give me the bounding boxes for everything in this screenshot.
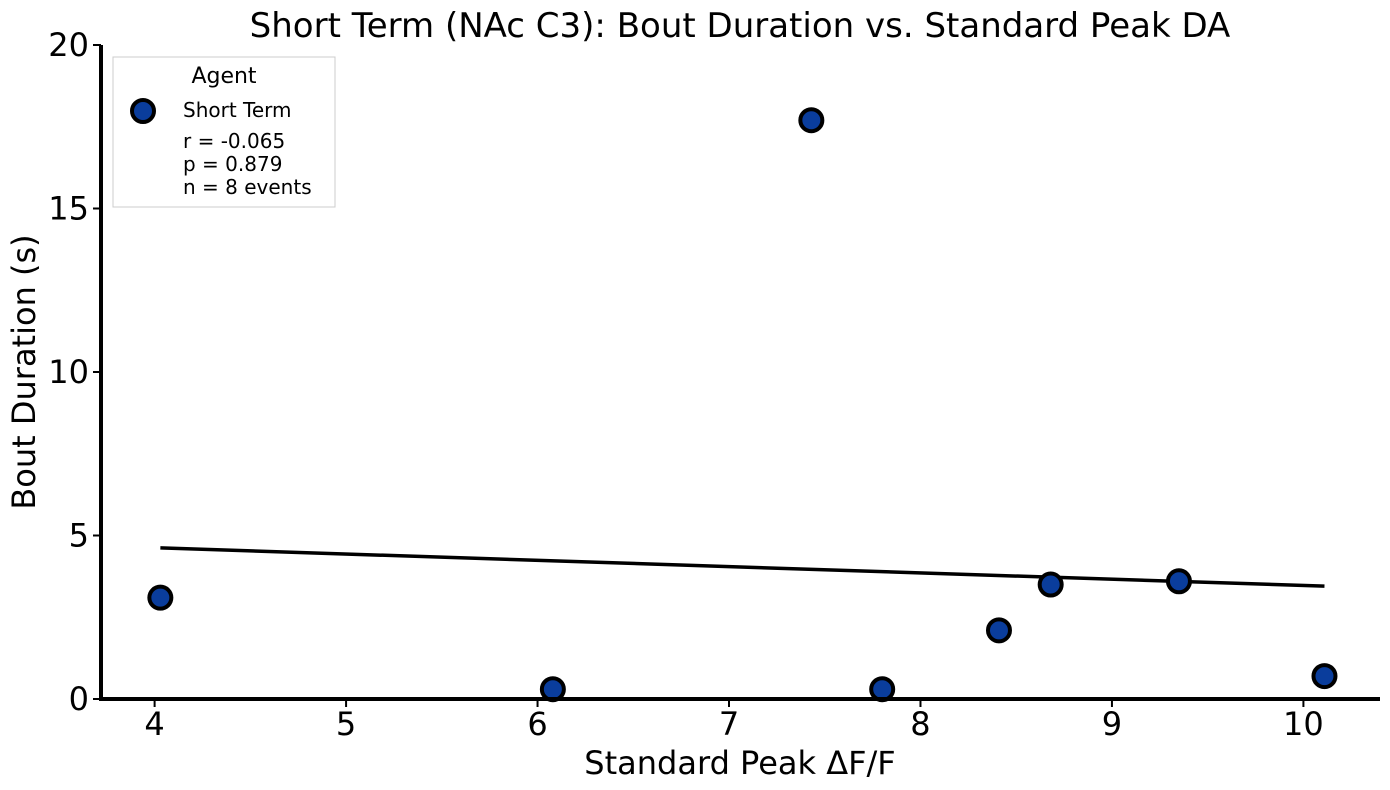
data-point [1037,571,1064,598]
y-tick-label: 5 [69,517,89,555]
x-tick-label: 8 [910,705,930,743]
y-tick-label: 20 [48,26,89,64]
x-tick-label: 10 [1283,705,1324,743]
x-axis-label: Standard Peak ΔF/F [584,744,895,782]
legend-stat-n: n = 8 events [183,175,312,199]
data-point [985,617,1012,644]
legend: Agent Short Term r = -0.065 p = 0.879 n … [112,56,336,208]
plot-area [147,107,1338,703]
data-point [1165,568,1192,595]
data-point [798,107,825,134]
legend-marker [130,98,156,124]
x-tick-label: 6 [527,705,547,743]
chart-title: Short Term (NAc C3): Bout Duration vs. S… [250,6,1231,46]
data-point [1311,663,1338,690]
x-tick-label: 4 [144,705,164,743]
legend-series-label: Short Term [183,98,292,122]
x-ticks: 4 5 6 7 8 9 10 [144,699,1324,743]
legend-box [112,56,336,208]
y-tick-label: 0 [69,680,89,718]
x-tick-label: 7 [719,705,739,743]
data-point [539,676,566,703]
y-ticks: 0 5 10 15 20 [48,26,101,718]
legend-stat-p: p = 0.879 [183,152,282,176]
y-tick-label: 15 [48,190,89,228]
x-tick-label: 5 [336,705,356,743]
regression-line [160,546,1325,588]
x-tick-label: 9 [1102,705,1122,743]
data-point [147,584,174,611]
legend-title: Agent [191,64,256,89]
y-tick-label: 10 [48,353,89,391]
legend-stat-r: r = -0.065 [183,129,285,153]
y-axis-label: Bout Duration (s) [5,234,43,509]
data-point [869,676,896,703]
